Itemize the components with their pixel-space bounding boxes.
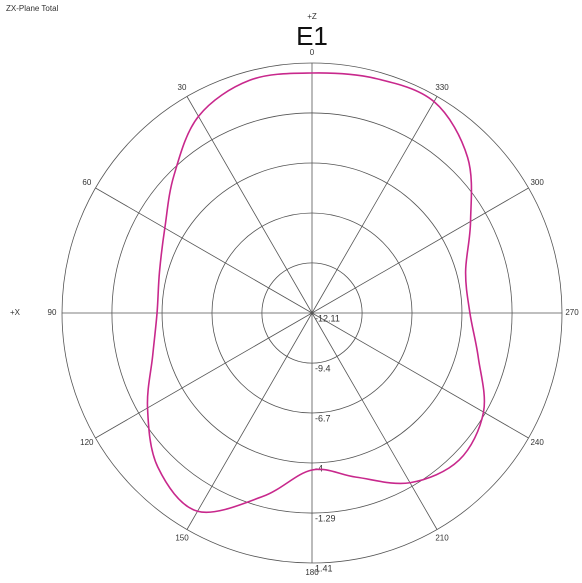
grid-spoke	[186, 312, 313, 530]
grid-spoke	[186, 96, 313, 314]
r-tick-label: -4	[315, 463, 323, 473]
header: ZX-Plane Total	[6, 4, 59, 13]
angle-tick-label: 270	[565, 308, 579, 317]
angle-tick-label: 90	[48, 308, 57, 317]
left-axis-label: +X	[10, 308, 21, 317]
angle-tick-label: 120	[80, 438, 94, 447]
angle-tick-label: 0	[310, 48, 315, 57]
angle-tick-label: 300	[530, 178, 544, 187]
angle-tick-label: 240	[530, 438, 544, 447]
angle-tick-label: 330	[435, 83, 449, 92]
r-tick-label: -9.4	[315, 363, 331, 373]
angle-tick-label: 180	[305, 568, 319, 577]
r-tick-label: -12.11	[315, 313, 340, 323]
pattern-line	[146, 72, 486, 514]
r-tick-label: -6.7	[315, 413, 331, 423]
grid-spoke	[311, 96, 438, 314]
grid-spoke	[311, 312, 529, 439]
grid-spoke	[311, 187, 529, 314]
grid-spoke	[311, 312, 438, 530]
top-axis-label: +Z	[307, 12, 317, 21]
grid-spoke	[95, 312, 313, 439]
angle-tick-label: 60	[82, 178, 91, 187]
grid-spoke	[95, 187, 313, 314]
r-tick-label: 1.41	[315, 563, 333, 573]
angle-tick-label: 150	[175, 533, 189, 542]
chart-title: E1	[296, 21, 328, 51]
r-tick-label: -1.29	[315, 513, 336, 523]
angle-tick-label: 210	[435, 533, 449, 542]
angle-tick-label: 30	[178, 83, 187, 92]
